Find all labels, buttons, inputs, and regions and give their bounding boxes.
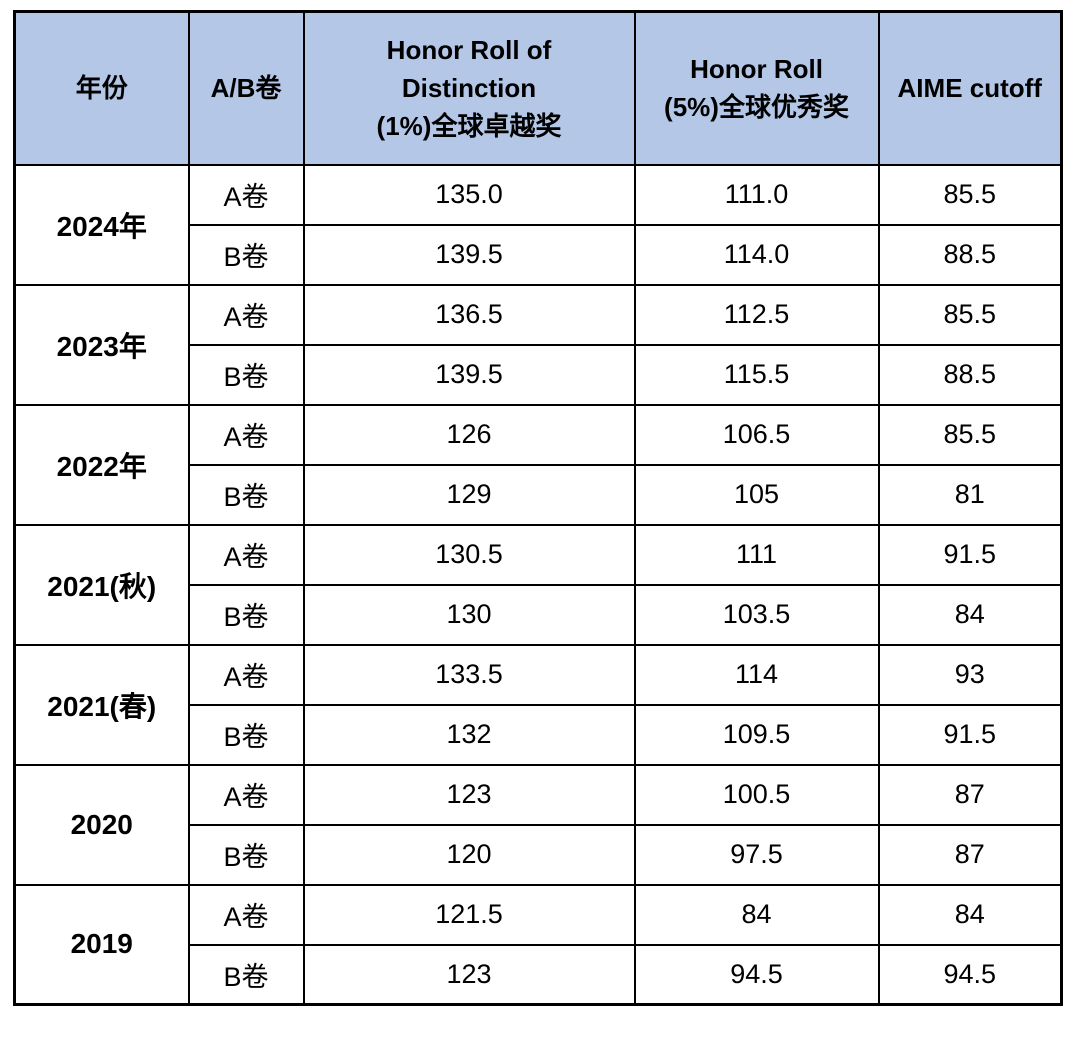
hr-score-cell: 111.0 <box>633 163 880 226</box>
aime-cutoff-cell: 85.5 <box>877 163 1063 226</box>
hrd-score-cell: 120 <box>302 823 636 886</box>
paper-cell: B卷 <box>187 943 305 1006</box>
hrd-score-cell: 129 <box>302 463 636 526</box>
hrd-score-cell: 121.5 <box>302 883 636 946</box>
hr-score-cell: 103.5 <box>633 583 880 646</box>
col-header-year: 年份 <box>13 10 190 166</box>
col-header-honor-roll: Honor Roll (5%)全球优秀奖 <box>633 10 880 166</box>
hr-score-cell: 84 <box>633 883 880 946</box>
hrd-score-cell: 139.5 <box>302 223 636 286</box>
year-cell-2022: 2022年 <box>13 403 190 526</box>
table-row: B卷 123 94.5 94.5 <box>15 943 1063 1006</box>
hrd-score-cell: 132 <box>302 703 636 766</box>
paper-cell: A卷 <box>187 163 305 226</box>
table-row: 2019 A卷 121.5 84 84 <box>13 883 1063 1006</box>
paper-cell: B卷 <box>187 223 305 286</box>
aime-cutoff-cell: 85.5 <box>877 403 1063 466</box>
table-row: 2021(秋) A卷 130.5 111 91.5 <box>13 523 1063 646</box>
hrd-score-cell: 136.5 <box>302 283 636 346</box>
aime-cutoff-cell: 93 <box>877 643 1063 706</box>
table-row: 2021(春) A卷 133.5 114 93 <box>13 643 1063 766</box>
hr-score-cell: 94.5 <box>633 943 880 1006</box>
hr-score-cell: 106.5 <box>633 403 880 466</box>
aime-cutoff-cell: 81 <box>877 463 1063 526</box>
header-line: Honor Roll <box>690 54 823 85</box>
year-cell-2019: 2019 <box>13 883 190 1006</box>
year-cell-2021-autumn: 2021(秋) <box>13 523 190 646</box>
table-row: B卷 139.5 115.5 88.5 <box>15 343 1063 406</box>
table-row: B卷 139.5 114.0 88.5 <box>15 223 1063 286</box>
hr-score-cell: 114.0 <box>633 223 880 286</box>
table-row: 2022年 A卷 126 106.5 85.5 <box>13 403 1063 526</box>
aime-cutoff-cell: 87 <box>877 763 1063 826</box>
hr-score-cell: 105 <box>633 463 880 526</box>
header-line: (1%)全球卓越奖 <box>376 111 562 142</box>
paper-cell: B卷 <box>187 703 305 766</box>
table-row: B卷 120 97.5 87 <box>15 823 1063 886</box>
paper-cell: A卷 <box>187 403 305 466</box>
hr-score-cell: 97.5 <box>633 823 880 886</box>
hr-score-cell: 109.5 <box>633 703 880 766</box>
aime-cutoff-cell: 84 <box>877 883 1063 946</box>
aime-cutoff-cell: 84 <box>877 583 1063 646</box>
table-row: 2020 A卷 123 100.5 87 <box>13 763 1063 886</box>
aime-cutoff-cell: 87 <box>877 823 1063 886</box>
hrd-score-cell: 135.0 <box>302 163 636 226</box>
hrd-score-cell: 130.5 <box>302 523 636 586</box>
paper-cell: A卷 <box>187 643 305 706</box>
hr-score-cell: 100.5 <box>633 763 880 826</box>
hrd-score-cell: 133.5 <box>302 643 636 706</box>
hrd-score-cell: 123 <box>302 763 636 826</box>
table-row: B卷 130 103.5 84 <box>15 583 1063 646</box>
col-header-honor-roll-distinction: Honor Roll of Distinction (1%)全球卓越奖 <box>302 10 636 166</box>
aime-cutoff-cell: 85.5 <box>877 283 1063 346</box>
hrd-score-cell: 130 <box>302 583 636 646</box>
paper-cell: B卷 <box>187 583 305 646</box>
paper-cell: B卷 <box>187 463 305 526</box>
header-line: Honor Roll of <box>386 35 552 66</box>
table-row: 2024年 A卷 135.0 111.0 85.5 <box>13 163 1063 286</box>
aime-cutoff-cell: 88.5 <box>877 223 1063 286</box>
amc-cutoff-table: 年份 A/B卷 Honor Roll of Distinction (1%)全球… <box>13 10 1063 1006</box>
hr-score-cell: 114 <box>633 643 880 706</box>
aime-cutoff-cell: 94.5 <box>877 943 1063 1006</box>
aime-cutoff-cell: 91.5 <box>877 703 1063 766</box>
header-line: (5%)全球优秀奖 <box>664 92 849 123</box>
table-row: B卷 132 109.5 91.5 <box>15 703 1063 766</box>
header-row: 年份 A/B卷 Honor Roll of Distinction (1%)全球… <box>13 10 1063 166</box>
col-header-paper: A/B卷 <box>187 10 305 166</box>
paper-cell: B卷 <box>187 343 305 406</box>
hr-score-cell: 112.5 <box>633 283 880 346</box>
paper-cell: A卷 <box>187 523 305 586</box>
paper-cell: A卷 <box>187 763 305 826</box>
paper-cell: A卷 <box>187 283 305 346</box>
hrd-score-cell: 126 <box>302 403 636 466</box>
year-cell-2020: 2020 <box>13 763 190 886</box>
header-line: Distinction <box>401 73 537 104</box>
paper-cell: A卷 <box>187 883 305 946</box>
year-cell-2021-spring: 2021(春) <box>13 643 190 766</box>
hrd-score-cell: 123 <box>302 943 636 1006</box>
aime-cutoff-cell: 91.5 <box>877 523 1063 586</box>
year-cell-2024: 2024年 <box>13 163 190 286</box>
col-header-aime-cutoff: AIME cutoff <box>877 10 1063 166</box>
hrd-score-cell: 139.5 <box>302 343 636 406</box>
table-row: 2023年 A卷 136.5 112.5 85.5 <box>13 283 1063 406</box>
aime-cutoff-cell: 88.5 <box>877 343 1063 406</box>
hr-score-cell: 115.5 <box>633 343 880 406</box>
paper-cell: B卷 <box>187 823 305 886</box>
table-row: B卷 129 105 81 <box>15 463 1063 526</box>
hr-score-cell: 111 <box>633 523 880 586</box>
year-cell-2023: 2023年 <box>13 283 190 406</box>
